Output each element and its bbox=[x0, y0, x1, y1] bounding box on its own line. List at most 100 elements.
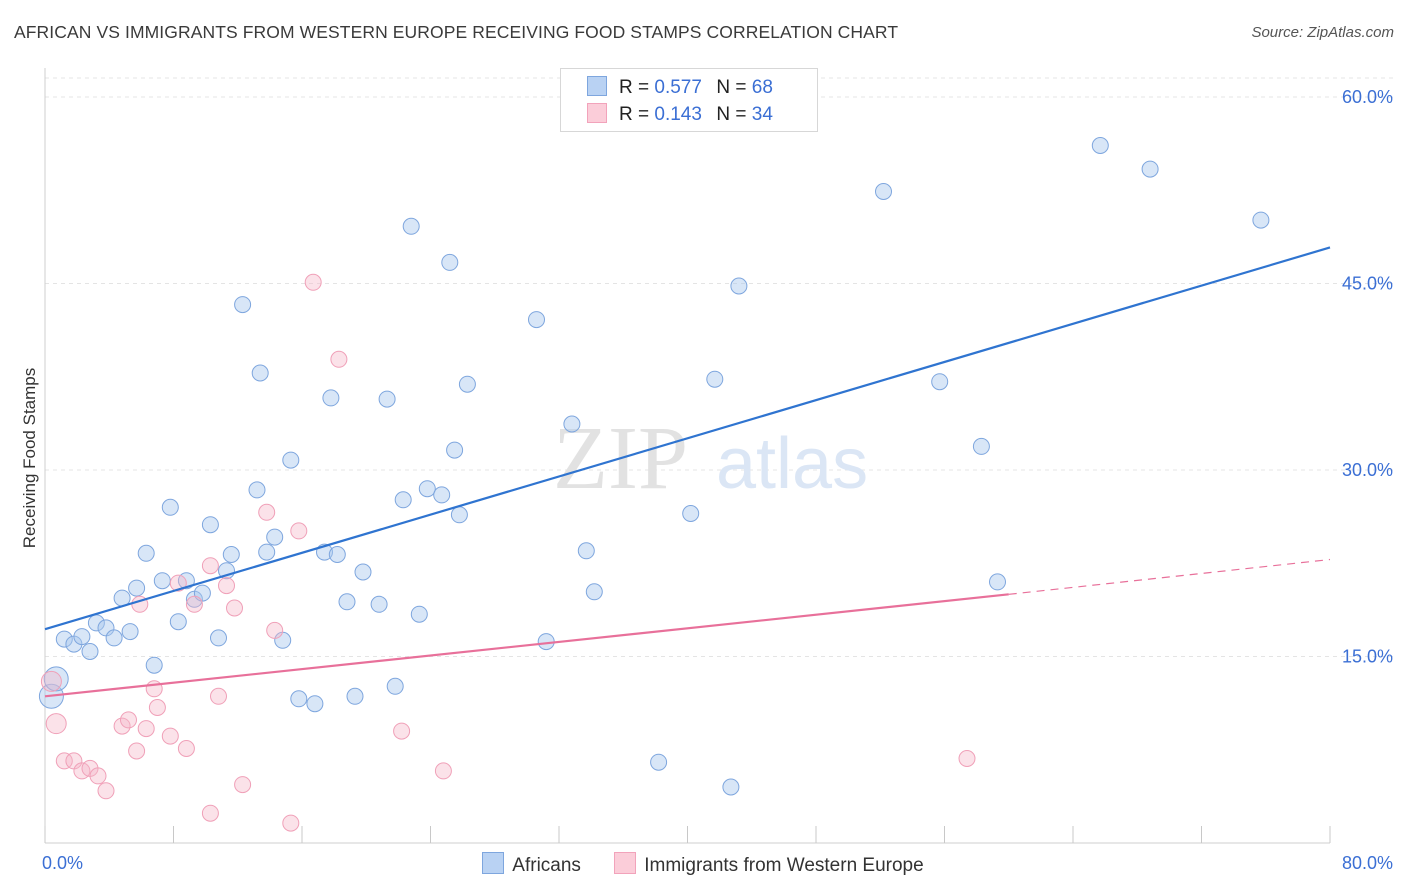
source-credit: Source: ZipAtlas.com bbox=[1251, 24, 1394, 41]
axes bbox=[44, 68, 1331, 844]
legend-item-africans[interactable]: Africans bbox=[482, 852, 581, 877]
africans-point bbox=[730, 277, 748, 295]
africans-point bbox=[234, 296, 252, 314]
africans-point bbox=[290, 690, 308, 708]
africans-point bbox=[682, 505, 700, 522]
n-label: N = bbox=[716, 77, 747, 98]
western-europe-point bbox=[958, 750, 976, 767]
western-europe-point bbox=[201, 557, 219, 575]
africans-point bbox=[121, 623, 139, 641]
western-europe-point bbox=[304, 273, 322, 291]
africans-point bbox=[418, 480, 436, 498]
africans-point bbox=[306, 695, 324, 713]
western-europe-point bbox=[89, 767, 107, 785]
x-tick-label: 0.0% bbox=[42, 853, 83, 873]
africans-point bbox=[441, 253, 459, 271]
africans-point bbox=[410, 605, 428, 623]
africans-point bbox=[433, 486, 451, 504]
africans-point bbox=[931, 373, 949, 391]
africans-point bbox=[577, 542, 595, 560]
africans-point bbox=[251, 364, 269, 382]
africans-point bbox=[338, 593, 356, 611]
legend-row-western-europe: R = 0.143 N = 34 bbox=[587, 103, 773, 127]
africans-point bbox=[137, 544, 155, 562]
western-europe-point bbox=[266, 621, 284, 639]
n-value: 68 bbox=[751, 77, 773, 98]
r-value: 0.577 bbox=[654, 77, 702, 98]
africans-point bbox=[153, 572, 171, 590]
africans-point bbox=[354, 563, 372, 581]
western-europe-point bbox=[148, 699, 166, 716]
africans-point bbox=[394, 491, 412, 509]
africans-point bbox=[258, 543, 276, 561]
r-label: R = bbox=[619, 104, 650, 125]
africans-point bbox=[73, 628, 91, 646]
western-europe-point bbox=[201, 804, 219, 822]
africans-point bbox=[322, 389, 340, 407]
western-europe-point bbox=[210, 687, 227, 705]
africans-point bbox=[458, 375, 476, 393]
africans-point bbox=[528, 311, 545, 329]
western-europe-point bbox=[290, 522, 308, 540]
africans-point bbox=[145, 656, 163, 674]
western-europe-point bbox=[218, 577, 235, 595]
series-legend: Africans Immigrants from Western Europe bbox=[0, 852, 1406, 877]
legend-label-western-europe: Immigrants from Western Europe bbox=[644, 855, 924, 876]
africans-point bbox=[722, 778, 740, 796]
western-europe-trend-line bbox=[44, 593, 1009, 698]
africans-point bbox=[201, 516, 219, 534]
africans-point bbox=[43, 666, 69, 692]
africans-point bbox=[450, 506, 468, 524]
legend-item-western-europe[interactable]: Immigrants from Western Europe bbox=[614, 852, 924, 877]
western-europe-point bbox=[137, 720, 155, 738]
africans-point bbox=[650, 753, 668, 771]
western-europe-point bbox=[234, 776, 252, 794]
watermark-atlas: atlas bbox=[716, 424, 868, 504]
western-europe-point bbox=[185, 595, 203, 613]
western-europe-point bbox=[40, 670, 62, 692]
africans-point bbox=[585, 583, 603, 601]
africans-point bbox=[972, 437, 990, 455]
n-value: 34 bbox=[751, 104, 773, 125]
western-europe-point bbox=[113, 717, 131, 735]
western-europe-swatch bbox=[587, 103, 607, 123]
western-europe-point bbox=[177, 740, 195, 757]
western-europe-point bbox=[128, 742, 146, 760]
africans-point bbox=[446, 441, 464, 459]
western-europe-swatch bbox=[614, 852, 637, 874]
africans-swatch bbox=[482, 852, 505, 874]
y-tick-label: 45.0% bbox=[1342, 274, 1393, 294]
western-europe-point bbox=[169, 574, 187, 592]
africans-point bbox=[706, 370, 724, 388]
y-tick-label: 15.0% bbox=[1342, 647, 1393, 667]
correlation-legend: R = 0.577 N = 68 R = 0.143 N = 34 bbox=[560, 68, 818, 132]
africans-point bbox=[563, 415, 581, 433]
africans-point bbox=[266, 528, 284, 546]
n-label: N = bbox=[716, 104, 747, 125]
africans-point bbox=[875, 183, 892, 200]
r-value: 0.143 bbox=[654, 104, 702, 125]
africans-point bbox=[210, 629, 227, 647]
africans-point bbox=[55, 630, 73, 648]
africans-swatch bbox=[587, 76, 607, 96]
western-europe-point bbox=[226, 599, 243, 617]
chart-title: AFRICAN VS IMMIGRANTS FROM WESTERN EUROP… bbox=[14, 22, 899, 42]
africans-point bbox=[1091, 137, 1109, 154]
y-tick-label: 30.0% bbox=[1342, 460, 1393, 480]
trend-lines bbox=[44, 246, 1331, 698]
africans-point bbox=[1252, 211, 1270, 229]
africans-point bbox=[222, 546, 240, 563]
western-europe-point bbox=[258, 503, 276, 521]
western-europe-point bbox=[393, 722, 411, 740]
western-europe-point bbox=[161, 727, 179, 745]
western-europe-point bbox=[55, 752, 73, 770]
africans-trend-line bbox=[44, 246, 1331, 631]
western-europe-point bbox=[330, 350, 348, 368]
africans-point bbox=[370, 595, 388, 613]
western-europe-point bbox=[434, 762, 452, 780]
africans-point bbox=[386, 677, 404, 695]
western-europe-point bbox=[120, 711, 137, 729]
africans-point bbox=[1141, 160, 1159, 178]
africans-point bbox=[169, 613, 187, 631]
